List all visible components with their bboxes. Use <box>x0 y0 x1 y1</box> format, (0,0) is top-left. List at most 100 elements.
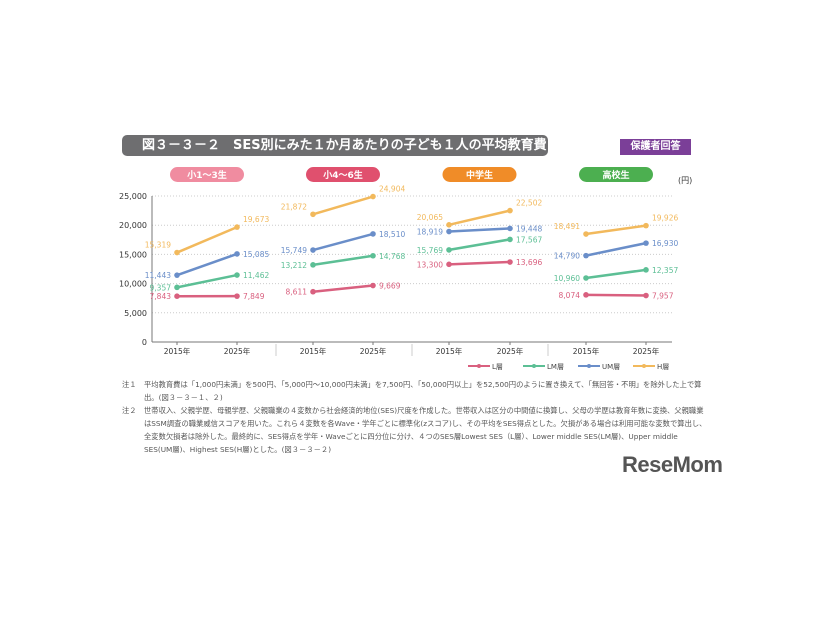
data-label-UM: 15,085 <box>243 250 269 259</box>
legend-label-H: H層 <box>657 363 669 371</box>
data-point-H <box>234 224 240 230</box>
series-line-UM <box>176 252 238 277</box>
data-label-UM: 18,510 <box>379 230 405 239</box>
data-label-L: 13,300 <box>417 260 443 269</box>
data-point-UM <box>507 225 513 232</box>
resemom-logo: ReseMom <box>622 452 723 477</box>
series-line-H <box>448 209 511 227</box>
data-label-UM: 15,749 <box>281 246 307 255</box>
data-label-L: 7,843 <box>150 292 172 301</box>
data-point-UM <box>446 228 452 235</box>
y-tick-label: 20,000 <box>119 221 147 230</box>
data-point-UM <box>643 240 649 246</box>
data-point-H <box>310 211 316 218</box>
series-line-LM <box>448 238 511 252</box>
x-tick-label: 2015年 <box>300 346 327 356</box>
legend-label-LM: LM層 <box>547 363 564 371</box>
data-label-L: 7,849 <box>243 292 265 301</box>
y-tick-label: 15,000 <box>119 250 147 259</box>
data-label-LM: 13,212 <box>281 261 307 270</box>
y-tick-label: 5,000 <box>124 309 147 318</box>
respondent-badge: 保護者回答 <box>620 139 691 155</box>
data-point-L <box>446 261 452 268</box>
series-line-UM <box>448 227 511 233</box>
data-point-UM <box>370 231 376 237</box>
data-label-H: 18,491 <box>554 222 580 231</box>
data-point-L <box>370 282 376 289</box>
series-line-LM <box>585 268 647 280</box>
data-point-UM <box>174 272 180 278</box>
data-point-L <box>174 293 180 299</box>
data-label-L: 7,957 <box>652 292 674 301</box>
data-point-H <box>643 222 649 229</box>
unit-label: (円) <box>678 176 692 185</box>
data-label-H: 20,065 <box>417 213 443 222</box>
panel-pill <box>442 167 517 182</box>
data-label-H: 22,502 <box>516 199 542 208</box>
panel-label: 中学生 <box>466 169 493 181</box>
figure-title: 図３－３－２ SES別にみた１か月あたりの子ども１人の平均教育費 <box>122 135 548 156</box>
x-tick-label: 2015年 <box>164 346 191 356</box>
x-tick-label: 2025年 <box>497 346 524 356</box>
series-line-UM <box>585 241 647 257</box>
panel-label: 小4～6生 <box>322 169 363 181</box>
data-point-LM <box>234 272 240 278</box>
data-label-H: 19,673 <box>243 215 269 224</box>
data-point-H <box>370 193 376 200</box>
legend-marker-L <box>477 364 481 368</box>
data-point-LM <box>370 252 376 259</box>
series-line-L <box>585 293 647 297</box>
data-label-LM: 14,768 <box>379 252 405 261</box>
data-label-L: 8,611 <box>286 288 308 297</box>
series-line-LM <box>176 273 238 289</box>
series-line-H <box>176 225 238 254</box>
x-tick-label: 2015年 <box>573 346 600 356</box>
data-label-LM: 15,769 <box>417 246 443 255</box>
x-tick-label: 2025年 <box>633 346 660 356</box>
data-point-H <box>507 207 513 214</box>
series-line-L <box>448 260 511 266</box>
data-label-LM: 17,567 <box>516 235 542 244</box>
data-point-UM <box>310 247 316 253</box>
data-label-UM: 19,448 <box>516 224 542 233</box>
data-label-H: 21,872 <box>281 202 307 211</box>
data-point-L <box>310 288 316 295</box>
data-label-LM: 10,960 <box>554 274 580 283</box>
data-point-LM <box>643 267 649 273</box>
data-point-LM <box>310 262 316 268</box>
legend-label-L: L層 <box>492 363 503 371</box>
legend-marker-H <box>642 364 646 368</box>
data-label-UM: 16,930 <box>652 239 678 248</box>
panel-pill <box>306 167 380 182</box>
data-label-LM: 11,462 <box>243 271 269 280</box>
y-tick-label: 25,000 <box>119 192 147 201</box>
data-point-UM <box>234 251 240 257</box>
data-label-L: 8,074 <box>559 291 581 300</box>
data-label-UM: 14,790 <box>554 252 580 261</box>
data-point-LM <box>583 275 589 281</box>
series-line-L <box>312 284 374 293</box>
data-point-L <box>507 259 513 265</box>
data-point-LM <box>446 247 452 253</box>
note-2: 注２ 世帯収入、父親学歴、母親学歴、父親職業の４変数から社会経済的地位(SES)尺… <box>122 406 707 454</box>
data-label-LM: 9,357 <box>150 283 172 292</box>
data-point-H <box>583 231 589 237</box>
data-point-LM <box>174 284 180 291</box>
data-point-LM <box>507 236 513 243</box>
y-tick-label: 0 <box>142 338 147 347</box>
x-tick-label: 2015年 <box>436 346 463 356</box>
data-point-L <box>643 292 649 299</box>
panel-label: 高校生 <box>602 169 629 181</box>
series-line-H <box>312 195 374 216</box>
data-label-H: 19,926 <box>652 214 678 223</box>
legend-marker-UM <box>587 364 591 368</box>
panel-label: 小1～3生 <box>186 169 227 181</box>
legend-label-UM: UM層 <box>602 363 620 371</box>
data-label-L: 13,696 <box>516 258 542 267</box>
data-label-UM: 11,443 <box>145 271 171 280</box>
data-label-L: 9,669 <box>379 282 401 291</box>
series-line-LM <box>312 254 374 267</box>
data-label-H: 24,904 <box>379 185 405 194</box>
data-point-H <box>446 222 452 228</box>
